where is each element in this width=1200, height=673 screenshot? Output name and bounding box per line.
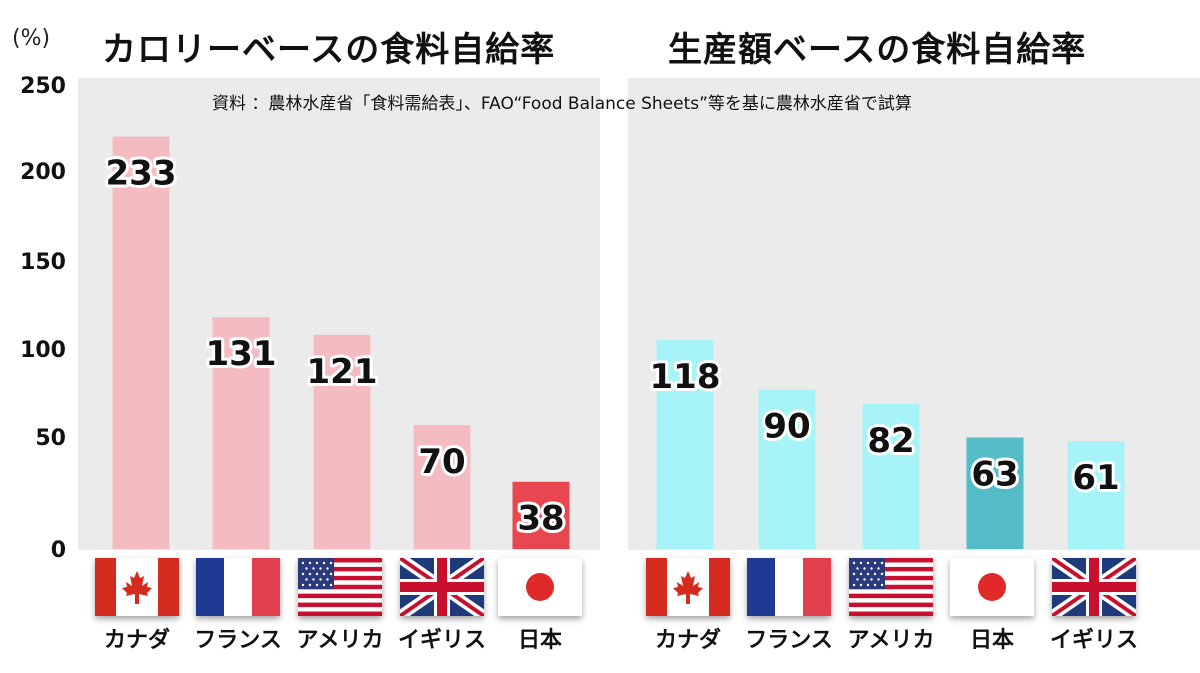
bar [656,340,714,549]
country-label: フランス [745,628,833,653]
usa-flag [298,558,382,616]
bar [966,437,1024,549]
country-label: アメリカ [847,628,935,653]
country-label: フランス [194,628,282,653]
y-tick-label: 50 [35,426,66,451]
y-tick-label: 250 [20,74,66,99]
y-axis-unit: (%) [12,26,51,51]
bar [413,425,471,549]
bar-value-label: 121 [307,352,378,392]
uk-flag [1052,558,1136,616]
bar-value-label: 131 [206,334,277,374]
bar [112,136,170,549]
country-label: カナダ [103,628,170,653]
bar [862,403,920,549]
source-note: 資料 ：農林水産省「食料需給表」、FAO“Food Balance Sheets… [212,94,912,114]
bar [212,317,270,549]
bar [313,334,371,549]
bar-value-label: 233 [106,154,177,194]
y-tick-label: 0 [50,538,66,563]
bar-value-label: 90 [763,407,810,447]
japan-flag [950,558,1034,616]
bar-value-label: 82 [867,421,914,461]
bar-value-label: 70 [418,442,465,482]
country-label: 日本 [517,628,562,653]
y-tick-label: 150 [20,250,66,275]
canada-flag [646,558,730,616]
bar-value-label: 38 [517,499,564,539]
france-flag [196,558,280,616]
y-tick-label: 100 [20,338,66,363]
country-label: イギリス [1049,628,1138,653]
bar-value-label: 63 [971,454,1018,494]
usa-flag [849,558,933,616]
uk-flag [400,558,484,616]
country-label: イギリス [397,628,486,653]
canada-flag [95,558,179,616]
country-label: カナダ [654,628,721,653]
country-label: アメリカ [296,628,384,653]
bar [758,389,816,549]
country-label: 日本 [969,628,1014,653]
bar-value-label: 61 [1072,458,1119,498]
bar [512,481,570,549]
y-tick-label: 200 [20,160,66,185]
bar [1067,441,1125,549]
production-chart-title: 生産額ベースの食料自給率 [668,30,1087,70]
calorie-chart-title: カロリーベースの食料自給率 [102,30,556,70]
france-flag [747,558,831,616]
japan-flag [498,558,582,616]
bar-value-label: 118 [650,357,721,397]
